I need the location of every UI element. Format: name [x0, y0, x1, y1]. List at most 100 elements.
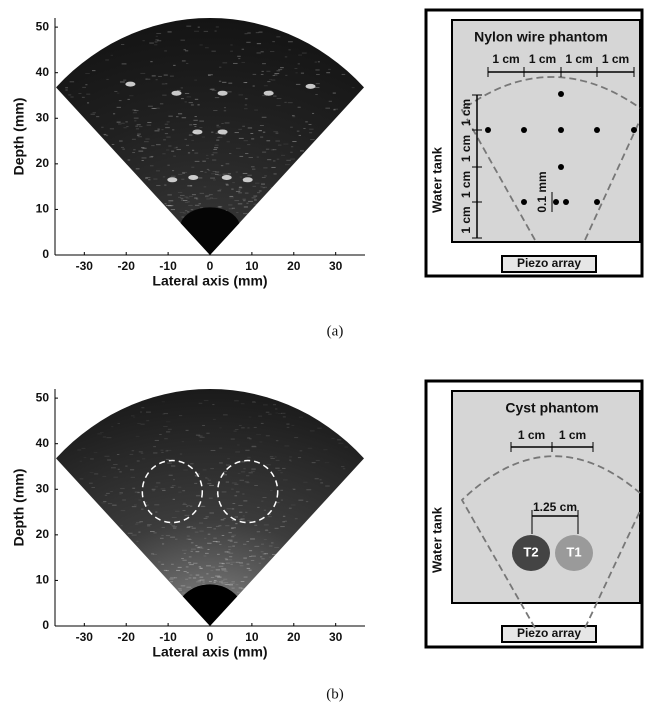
speckle	[151, 553, 155, 555]
speckle	[269, 90, 273, 92]
speckle	[242, 515, 245, 517]
speckle	[132, 152, 136, 154]
speckle	[149, 165, 154, 167]
speckle	[186, 63, 189, 65]
speckle	[189, 124, 193, 126]
speckle	[188, 102, 193, 104]
speckle	[198, 522, 204, 524]
speckle	[188, 556, 192, 558]
speckle	[244, 82, 248, 84]
speckle	[189, 564, 194, 566]
speckle	[149, 42, 154, 44]
x-tick-label: -10	[159, 630, 177, 644]
speckle	[219, 427, 222, 429]
wire-echo	[221, 175, 232, 181]
speckle	[190, 548, 196, 550]
speckle	[251, 168, 256, 170]
y-tick-label: 20	[36, 527, 50, 541]
speckle	[217, 576, 222, 578]
speckle	[138, 531, 141, 533]
wire	[521, 127, 527, 133]
speckle	[284, 101, 287, 103]
side-label: Water tank	[429, 146, 444, 213]
speckle	[194, 116, 197, 118]
speckle	[277, 469, 282, 471]
speckle	[232, 545, 235, 547]
speckle	[261, 116, 267, 118]
speckle	[153, 446, 156, 448]
speckle	[275, 412, 279, 414]
speckle	[118, 123, 122, 125]
speckle	[280, 526, 285, 528]
speckle	[224, 551, 229, 553]
speckle	[303, 128, 306, 130]
speckle	[240, 518, 245, 520]
speckle	[212, 418, 216, 420]
y-tick-label: 30	[36, 110, 50, 124]
speckle	[218, 206, 222, 208]
speckle	[109, 128, 114, 130]
speckle	[188, 562, 192, 564]
speckle	[223, 471, 227, 473]
speckle	[256, 434, 262, 436]
target-label: T2	[523, 544, 538, 559]
speckle	[121, 63, 127, 65]
speckle	[262, 553, 266, 555]
speckle	[283, 143, 289, 145]
speckle	[220, 165, 224, 167]
speckle	[210, 449, 216, 451]
speckle	[300, 72, 305, 74]
speckle	[315, 87, 320, 89]
speckle	[290, 158, 296, 160]
speckle	[235, 523, 238, 525]
speckle	[325, 107, 331, 109]
speckle	[132, 109, 137, 111]
speckle	[182, 172, 186, 174]
speckle	[219, 543, 222, 545]
speckle	[258, 130, 262, 132]
speckle	[237, 472, 241, 474]
speckle	[209, 197, 213, 199]
speckle	[296, 130, 300, 132]
speckle	[134, 504, 137, 506]
speckle	[290, 151, 293, 153]
speckle	[265, 435, 270, 437]
speckle	[145, 177, 151, 179]
speckle	[200, 170, 204, 172]
speckle	[203, 186, 207, 188]
speckle	[267, 159, 272, 161]
speckle	[217, 190, 222, 192]
speckle	[225, 481, 230, 483]
speckle	[216, 124, 219, 126]
speckle	[263, 85, 268, 87]
speckle	[199, 192, 205, 194]
speckle	[140, 72, 146, 74]
speckle	[315, 83, 320, 85]
speckle	[309, 430, 315, 432]
speckle	[194, 531, 199, 533]
speckle	[216, 139, 220, 141]
speckle	[165, 127, 170, 129]
speckle	[110, 54, 114, 56]
speckle	[213, 580, 217, 582]
speckle	[187, 211, 190, 213]
speckle	[207, 478, 210, 480]
speckle	[110, 467, 116, 469]
speckle	[167, 428, 172, 430]
speckle	[171, 175, 176, 177]
speckle	[253, 203, 257, 205]
speckle	[157, 128, 160, 130]
speckle	[156, 107, 160, 109]
speckle	[140, 423, 145, 425]
speckle	[195, 551, 200, 553]
depth-label: 1 cm	[459, 135, 473, 162]
speckle	[224, 570, 228, 572]
speckle	[287, 102, 293, 104]
speckle	[165, 421, 171, 423]
field-of-view	[460, 76, 641, 241]
speckle	[79, 460, 82, 462]
speckle	[231, 581, 235, 583]
speckle	[186, 586, 192, 588]
speckle	[268, 413, 272, 415]
speckle	[199, 576, 204, 578]
